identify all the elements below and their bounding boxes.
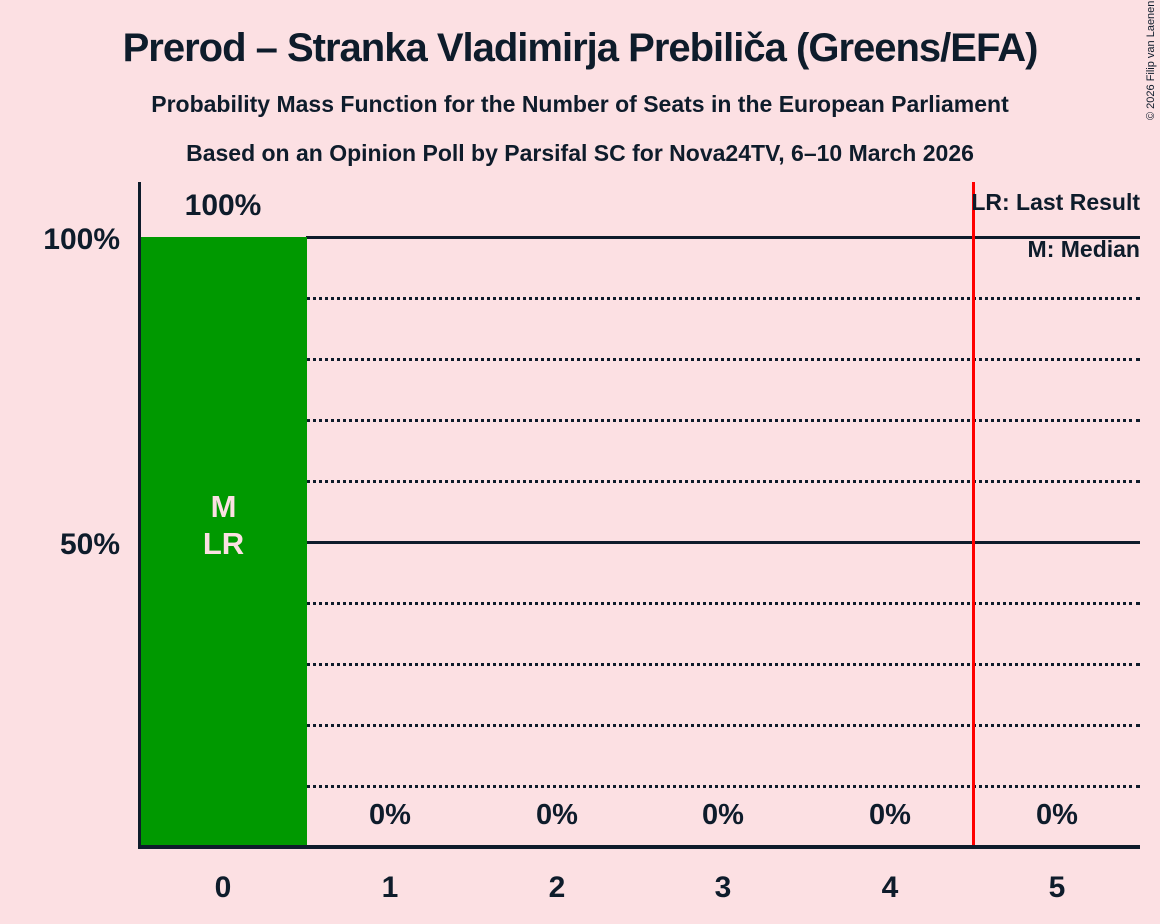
chart-title: Prerod – Stranka Vladimirja Prebiliča (G… <box>122 26 1039 70</box>
gridline-100pct <box>306 236 1140 239</box>
gridline-50pct <box>306 541 1140 544</box>
gridline-90pct <box>306 297 1140 300</box>
gridline-40pct <box>306 602 1140 605</box>
bar-seat-0 <box>140 237 307 847</box>
last-result-marker-label: LR <box>202 526 245 561</box>
y-axis-label-100: 100% <box>43 223 120 256</box>
gridline-10pct <box>306 785 1140 788</box>
last-result-line <box>972 182 975 847</box>
y-axis-line <box>138 182 141 847</box>
x-axis-line <box>138 845 1140 849</box>
value-label-seat-2: 0% <box>536 799 578 831</box>
copyright-notice: © 2026 Filip van Laenen <box>1145 0 1157 120</box>
value-label-seat-5: 0% <box>1036 799 1078 831</box>
x-tick-label-0: 0 <box>214 871 232 904</box>
median-last-result-annotation: M LR <box>140 488 307 562</box>
x-tick-label-4: 4 <box>881 871 899 904</box>
legend-median: M: Median <box>1027 236 1140 262</box>
gridline-80pct <box>306 358 1140 361</box>
gridline-20pct <box>306 724 1140 727</box>
gridline-70pct <box>306 419 1140 422</box>
chart-subtitle: Probability Mass Function for the Number… <box>151 91 1009 117</box>
value-label-seat-0: 100% <box>184 189 262 222</box>
x-tick-label-3: 3 <box>714 871 732 904</box>
poll-info: Based on an Opinion Poll by Parsifal SC … <box>186 140 974 166</box>
x-tick-label-2: 2 <box>548 871 566 904</box>
x-tick-label-5: 5 <box>1048 871 1066 904</box>
value-label-seat-3: 0% <box>702 799 744 831</box>
value-label-seat-1: 0% <box>369 799 411 831</box>
median-marker-label: M <box>210 489 237 524</box>
y-axis-label-50: 50% <box>59 528 120 561</box>
gridline-30pct <box>306 663 1140 666</box>
gridline-60pct <box>306 480 1140 483</box>
legend-last-result: LR: Last Result <box>971 189 1140 215</box>
value-label-seat-4: 0% <box>869 799 911 831</box>
x-tick-label-1: 1 <box>381 871 399 904</box>
